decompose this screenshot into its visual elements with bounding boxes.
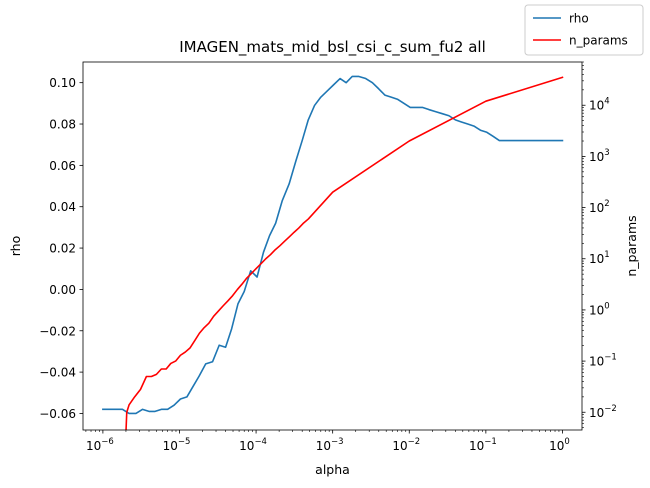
x-tick-label: 10−6 <box>86 437 114 453</box>
y-tick-label: −0.06 <box>39 407 76 421</box>
x-tick-label: 10−5 <box>163 437 191 453</box>
y-tick-label: 0.06 <box>49 159 76 173</box>
legend: rho n_params <box>524 4 644 56</box>
y2-axis: 10−2 10−1 100 101 102 103 104 <box>582 61 617 428</box>
y2-tick-label: 10−2 <box>589 404 617 420</box>
x-tick-label: 10−3 <box>316 437 344 453</box>
y-tick-label: 0.02 <box>49 242 76 256</box>
y-tick-label: 0.00 <box>49 283 76 297</box>
y2-axis-label: n_params <box>624 215 639 276</box>
x-axis: 10−6 10−5 10−4 10−3 10−2 10−1 100 <box>85 430 570 453</box>
chart-title: IMAGEN_mats_mid_bsl_csi_c_sum_fu2 all <box>179 38 486 57</box>
y2-tick-label: 101 <box>589 250 610 266</box>
legend-label-n-params: n_params <box>569 34 628 48</box>
series-line-rho <box>102 75 564 415</box>
series-line-n-params <box>125 76 564 430</box>
x-tick-label: 10−4 <box>239 437 267 453</box>
y-axis: −0.06 −0.04 −0.02 0.00 0.02 0.04 0.06 0.08 0.10 <box>39 76 83 421</box>
y2-tick-label: 104 <box>589 97 610 113</box>
legend-label-rho: rho <box>569 12 589 26</box>
x-tick-label: 10−1 <box>469 437 497 453</box>
y-axis-label: rho <box>8 236 23 257</box>
y2-tick-label: 100 <box>589 301 610 317</box>
y-tick-label: −0.02 <box>39 324 76 338</box>
plot-frame <box>82 61 583 431</box>
y2-tick-label: 10−1 <box>589 353 617 369</box>
y-tick-label: 0.10 <box>49 76 76 90</box>
y-tick-label: 0.08 <box>49 118 76 132</box>
x-tick-label: 100 <box>549 437 570 453</box>
y2-tick-label: 103 <box>589 148 610 164</box>
y2-tick-label: 102 <box>589 199 610 215</box>
x-tick-label: 10−2 <box>392 437 420 453</box>
y-tick-label: −0.04 <box>39 366 76 380</box>
x-axis-label: alpha <box>315 462 350 477</box>
series-layer <box>102 75 564 430</box>
y-tick-label: 0.04 <box>49 200 76 214</box>
